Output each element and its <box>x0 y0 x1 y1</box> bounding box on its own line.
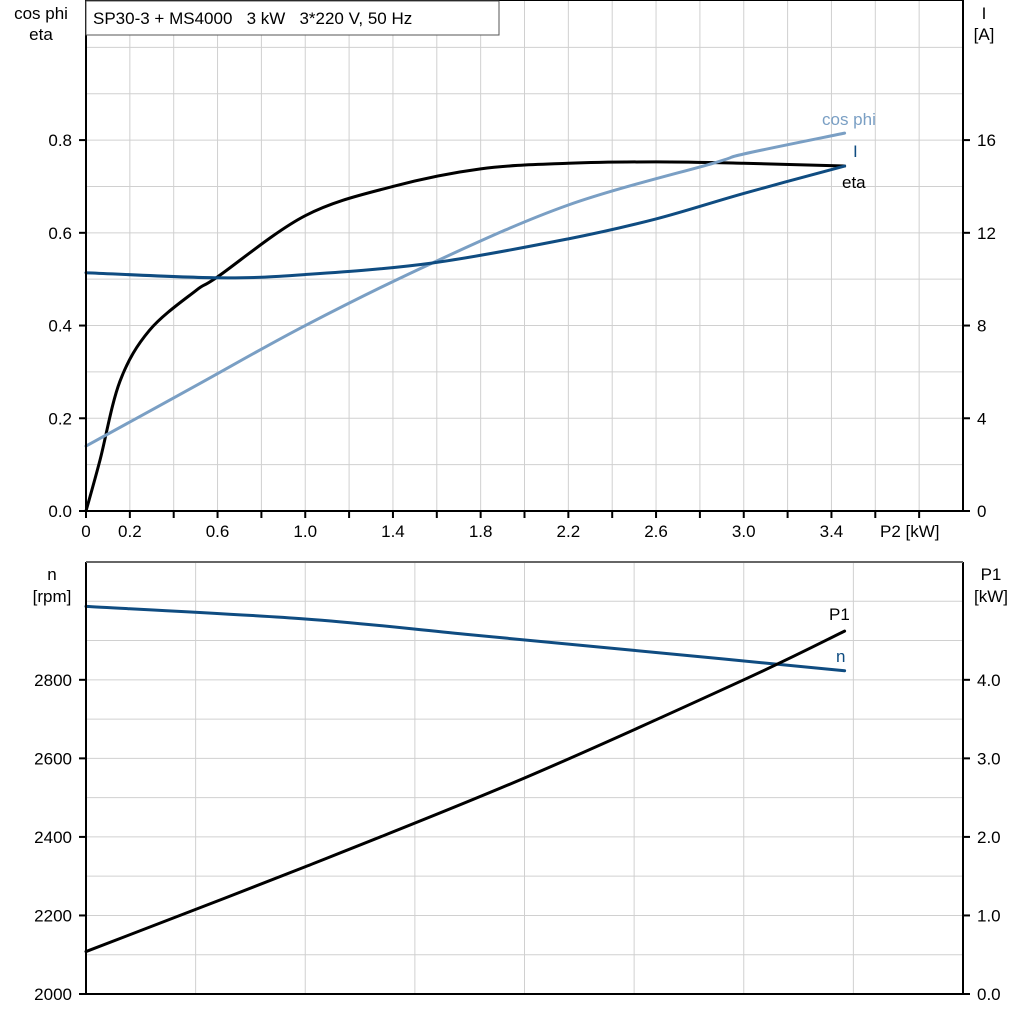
left-y-tick-label: 0.2 <box>48 409 72 428</box>
x-tick-label: 0.2 <box>118 522 142 541</box>
x-tick-label: 0 <box>81 522 90 541</box>
bottom-left-axis-label-2: [rpm] <box>33 587 72 606</box>
left-y-tick-label: 2800 <box>34 671 72 690</box>
series-P1-line <box>84 629 847 954</box>
x-tick-label: 3.0 <box>732 522 756 541</box>
right-y-tick-label: 0.0 <box>977 985 1001 1004</box>
label-cos-phi: cos phi <box>822 110 876 129</box>
left-y-tick-label: 0.4 <box>48 317 72 336</box>
right-y-tick-label: 4.0 <box>977 671 1001 690</box>
bottom-right-axis-label-2: [kW] <box>974 587 1008 606</box>
x-tick-label: 2.6 <box>644 522 668 541</box>
right-y-tick-label: 2.0 <box>977 828 1001 847</box>
curves <box>84 131 847 954</box>
label-P1: P1 <box>829 605 850 624</box>
series-cos-phi-line <box>84 131 847 448</box>
x-tick-label: 2.2 <box>557 522 581 541</box>
x-tick-label: 1.8 <box>469 522 493 541</box>
top-right-axis-label-2: [A] <box>974 25 995 44</box>
x-tick-label: 1.4 <box>381 522 405 541</box>
chart-title: SP30-3 + MS4000 3 kW 3*220 V, 50 Hz <box>93 9 412 28</box>
bottom-right-axis-label-1: P1 <box>981 565 1002 584</box>
left-y-tick-label: 0.8 <box>48 131 72 150</box>
label-eta: eta <box>842 173 866 192</box>
series-I-line <box>84 164 847 280</box>
top-right-axis-label-1: I <box>982 4 987 23</box>
bottom-plot-grid <box>86 562 963 994</box>
right-y-tick-label: 3.0 <box>977 749 1001 768</box>
left-y-tick-label: 2600 <box>34 749 72 768</box>
left-y-tick-label: 2400 <box>34 828 72 847</box>
label-I: I <box>853 142 858 161</box>
left-y-tick-label: 2200 <box>34 906 72 925</box>
top-plot-grid <box>86 1 963 511</box>
series-eta-line <box>84 160 847 513</box>
left-y-tick-label: 2000 <box>34 985 72 1004</box>
bottom-left-axis-label-1: n <box>47 565 56 584</box>
label-n: n <box>836 647 845 666</box>
left-y-tick-label: 0.6 <box>48 224 72 243</box>
x-axis-label: P2 [kW] <box>880 522 940 541</box>
left-y-tick-label: 0.0 <box>48 502 72 521</box>
top-left-axis-label-2: eta <box>29 25 53 44</box>
series-n-line <box>84 604 847 673</box>
right-y-tick-label: 12 <box>977 224 996 243</box>
right-y-tick-label: 1.0 <box>977 906 1001 925</box>
tick-labels: 0 0.2 0.6 1.0 1.4 1.8 2.2 2.6 3.0 3.4 0.0 0.2 0.4 0.6… <box>34 131 1000 1004</box>
x-tick-label: 3.4 <box>820 522 844 541</box>
x-tick-label: 1.0 <box>293 522 317 541</box>
title-box <box>85 0 500 36</box>
top-left-axis-label-1: cos phi <box>14 4 68 23</box>
right-y-tick-label: 4 <box>977 409 986 428</box>
right-y-tick-label: 16 <box>977 131 996 150</box>
right-y-tick-label: 0 <box>977 502 986 521</box>
axes <box>79 0 970 995</box>
right-y-tick-label: 8 <box>977 317 986 336</box>
x-tick-label: 0.6 <box>206 522 230 541</box>
